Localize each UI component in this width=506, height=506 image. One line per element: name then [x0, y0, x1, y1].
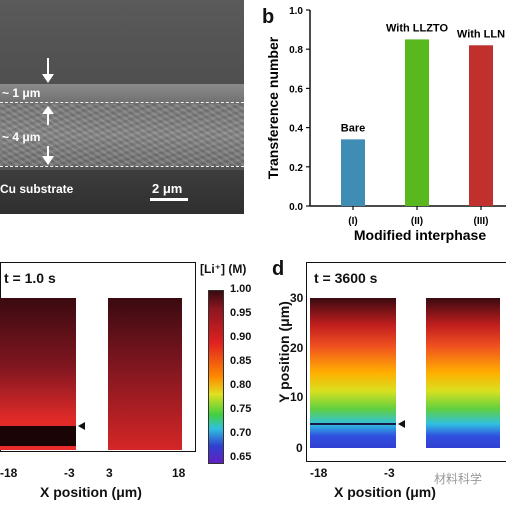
colorbar-ticks: 1.00 0.95 0.90 0.85 0.80 0.75 0.70 0.65	[230, 284, 270, 474]
bar-data-label: With LLZTO	[386, 22, 448, 34]
colorbar-tick: 0.95	[230, 307, 252, 319]
panel-d-xtick-1: -18	[310, 466, 328, 480]
y-tick-label: 1.0	[289, 6, 303, 17]
y-axis-title: Transference number	[265, 36, 281, 179]
panel-c-title: t = 1.0 s	[4, 270, 56, 286]
y-tick-label: 0.2	[289, 163, 303, 174]
panel-d-ytick-3: 20	[290, 341, 304, 355]
bar-data-label: With LLN	[457, 28, 505, 40]
sem-arrows	[42, 58, 188, 201]
panel-d-xlabel: X position (μm)	[334, 484, 436, 500]
panel-letter-b: b	[262, 6, 275, 28]
colorbar-tick: 0.90	[230, 331, 252, 343]
colorbar-tick: 0.85	[230, 355, 252, 367]
panel-c-xlabel: X position (μm)	[40, 484, 142, 500]
sem-label-substrate: Cu substrate	[0, 182, 74, 196]
colorbar-tick: 1.00	[230, 283, 252, 295]
panel-c-left-field	[0, 298, 76, 450]
colorbar-tick: 0.65	[230, 451, 252, 463]
y-tick-label: 0.0	[289, 202, 303, 213]
panel-d-marker	[398, 420, 405, 428]
panel-d-frame	[306, 262, 506, 462]
x-tick-label: (II)	[411, 216, 423, 227]
panel-c-xtick-2: -3	[64, 466, 75, 480]
panel-d-right-field	[426, 298, 500, 448]
panel-d-title: t = 3600 s	[314, 270, 378, 286]
sem-dash-line-2	[0, 166, 244, 167]
bar	[341, 139, 365, 206]
panel-d-xtick-2: -3	[384, 466, 395, 480]
sem-dash-line-1	[0, 102, 244, 103]
sem-thin-layer	[0, 84, 244, 104]
x-tick-label: (I)	[348, 216, 357, 227]
colorbar-tick: 0.70	[230, 427, 252, 439]
panel-d-ytick-1: 0	[296, 441, 303, 455]
sem-image: ~ 1 μm ~ 4 μm Cu substrate 2 μm	[0, 0, 244, 214]
sem-label-1um: ~ 1 μm	[2, 86, 41, 100]
x-axis-title: Modified interphase	[354, 227, 486, 243]
panel-c-xtick-3: 3	[106, 466, 113, 480]
sem-label-4um: ~ 4 μm	[2, 130, 41, 144]
panel-c-right-field	[108, 298, 182, 450]
colorbar-gradient	[208, 290, 224, 464]
y-tick-label: 0.6	[289, 84, 303, 95]
bar	[405, 39, 429, 207]
bar-data-label: Bare	[341, 122, 365, 134]
panel-c-marker	[78, 422, 85, 430]
panel-c-xtick-4: 18	[172, 466, 186, 480]
colorbar-tick: 0.75	[230, 403, 252, 415]
colorbar-label: [Li⁺] (M)	[200, 262, 247, 276]
panel-d-marker-line	[310, 423, 396, 425]
panel-d-ytick-2: 10	[290, 390, 304, 404]
panel-c-dark-band	[0, 426, 76, 446]
sem-cu-substrate	[0, 170, 244, 214]
bar	[469, 45, 493, 206]
transference-bar-chart: 0.0 0.2 0.4 0.6 0.8 1.0 (I) Bare (II) With LLZTO (…	[265, 6, 506, 243]
x-tick-label: (III)	[474, 216, 489, 227]
sem-thick-layer	[0, 104, 244, 166]
panel-letter-d: d	[272, 258, 285, 280]
y-tick-label: 0.4	[289, 124, 303, 135]
y-tick-label: 0.8	[289, 45, 303, 56]
colorbar-tick: 0.80	[230, 379, 252, 391]
panel-d-ytick-4: 30	[290, 291, 304, 305]
watermark: 材料科学	[434, 472, 483, 486]
panel-d-left-field	[310, 298, 396, 448]
sem-scale-bar-label: 2 μm	[152, 181, 183, 196]
panel-c-xtick-1: -18	[0, 466, 18, 480]
